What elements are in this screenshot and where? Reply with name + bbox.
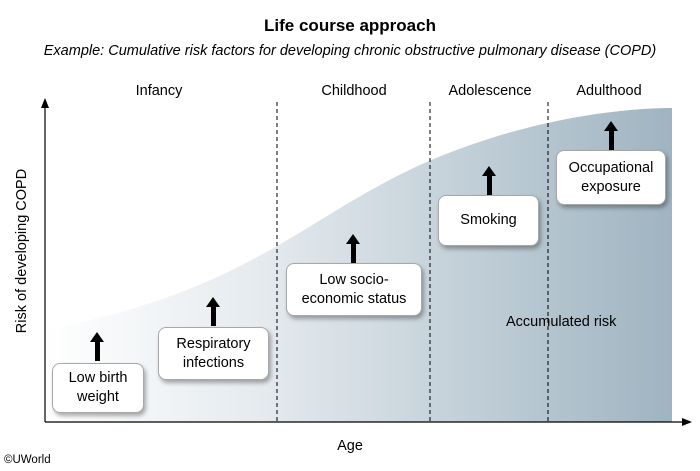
x-axis-label: Age: [337, 438, 363, 454]
phase-adolescence: Adolescence: [448, 83, 532, 99]
accumulated-risk-label: Accumulated risk: [506, 314, 617, 330]
up-arrow-icon: [482, 166, 496, 195]
risk-factor-low-socioeconomic-status: Low socio- economic status: [286, 263, 422, 316]
risk-factor-low-birth-weight: Low birth weight: [52, 363, 144, 413]
up-arrow-icon: [604, 121, 618, 150]
up-arrow-icon: [90, 332, 104, 361]
risk-factor-label: Low birth weight: [68, 370, 128, 405]
y-axis-label: Risk of developing COPD: [14, 168, 30, 334]
risk-factor-respiratory-infections: Respiratory infections: [158, 327, 269, 380]
risk-factor-label: Occupational exposure: [568, 159, 654, 195]
up-arrow-icon: [346, 234, 360, 263]
phase-adulthood: Adulthood: [576, 83, 642, 99]
diagram-title: Life course approach: [264, 16, 436, 35]
risk-factor-label: Low socio- economic status: [301, 271, 407, 307]
copyright-text: ©UWorld: [4, 454, 51, 466]
phase-childhood: Childhood: [321, 83, 387, 99]
y-axis-arrowhead: [41, 98, 49, 108]
risk-factor-label: Respiratory infections: [176, 335, 251, 371]
phase-infancy: Infancy: [135, 83, 183, 99]
risk-factor-label: Smoking: [460, 212, 517, 228]
diagram-subtitle: Example: Cumulative risk factors for dev…: [43, 43, 657, 59]
up-arrow-icon: [206, 297, 220, 326]
risk-factor-smoking: Smoking: [438, 195, 539, 246]
x-axis-arrowhead: [682, 418, 692, 426]
risk-factor-occupational-exposure: Occupational exposure: [556, 150, 666, 205]
